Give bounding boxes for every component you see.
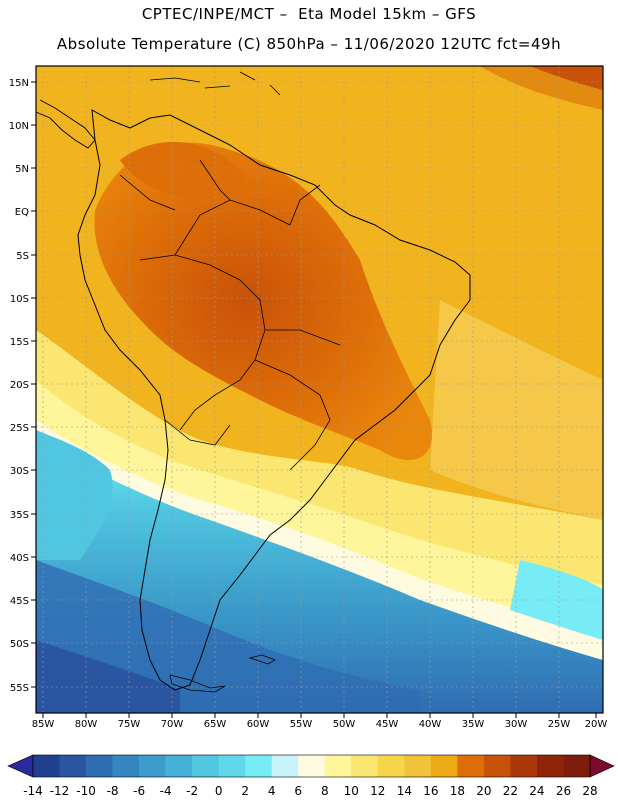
map-field bbox=[36, 66, 603, 713]
colorbar-swatch bbox=[86, 755, 113, 777]
coastline-tierra-del-fuego bbox=[169, 674, 226, 693]
colorbar-swatch bbox=[404, 755, 432, 777]
coastline-south-america bbox=[77, 109, 471, 691]
coastline-falklands bbox=[248, 654, 276, 665]
colorbar-label: 24 bbox=[529, 784, 544, 798]
lat-label: 30S bbox=[10, 466, 29, 477]
field-ne-hot bbox=[530, 66, 603, 90]
coastline-caribbean bbox=[149, 71, 281, 96]
colorbar-swatch bbox=[324, 755, 352, 777]
field-interior-hot bbox=[94, 142, 432, 460]
chart-title-line2: Absolute Temperature (C) 850hPa – 11/06/… bbox=[56, 35, 562, 53]
lat-label: 15N bbox=[9, 78, 29, 89]
colorbar-swatch bbox=[377, 755, 405, 777]
colorbar-low-arrow bbox=[7, 754, 34, 778]
field-atlantic-band bbox=[430, 300, 603, 520]
colorbar-label: 4 bbox=[268, 784, 276, 798]
colorbar-label: -10 bbox=[76, 784, 96, 798]
colorbar-label: 20 bbox=[476, 784, 491, 798]
lat-label: 55S bbox=[10, 683, 29, 694]
colorbar-swatch bbox=[430, 755, 458, 777]
colorbar-swatch bbox=[33, 755, 60, 777]
colorbar-label: 6 bbox=[294, 784, 302, 798]
lon-label: 75W bbox=[118, 719, 141, 730]
colorbar-label: 16 bbox=[423, 784, 438, 798]
lon-label: 60W bbox=[247, 719, 270, 730]
colorbar-swatch bbox=[245, 755, 273, 777]
lon-label: 40W bbox=[419, 719, 442, 730]
field-yellow-band bbox=[36, 330, 603, 600]
colorbar-swatch bbox=[351, 755, 379, 777]
chart-title-line1: CPTEC/INPE/MCT – Eta Model 15km – GFS bbox=[141, 5, 477, 23]
colorbar-swatch bbox=[298, 755, 326, 777]
lat-label: 40S bbox=[10, 553, 29, 564]
lon-label: 25W bbox=[548, 719, 571, 730]
lat-label: 5S bbox=[16, 251, 29, 262]
lat-label: 10S bbox=[10, 294, 29, 305]
field-coldest-sw bbox=[36, 640, 180, 713]
map-frame bbox=[35, 65, 604, 714]
lon-label: 50W bbox=[333, 719, 356, 730]
lat-label: 15S bbox=[10, 337, 29, 348]
field-lightyellow-band bbox=[36, 380, 603, 640]
colorbar-swatch bbox=[510, 755, 538, 777]
lat-label: 20S bbox=[10, 380, 29, 391]
colorbar-swatch bbox=[563, 755, 591, 777]
colorbar-label: -14 bbox=[23, 784, 43, 798]
colorbar: -14 -12 -10 -8 -6 -4 -2 0 2 4 6 8 10 12 14 16 18 20 22 24 26… bbox=[7, 754, 615, 798]
colorbar-label: 2 bbox=[241, 784, 249, 798]
lat-label: 25S bbox=[10, 423, 29, 434]
colorbar-swatch bbox=[483, 755, 511, 777]
lat-label: 50S bbox=[10, 639, 29, 650]
colorbar-label: 0 bbox=[215, 784, 223, 798]
colorbar-label: -12 bbox=[50, 784, 70, 798]
lon-label: 85W bbox=[32, 719, 55, 730]
colorbar-swatch bbox=[192, 755, 219, 777]
latitude-labels: 15N 10N 5N EQ 5S 10S 15S 20S 25S 30S 35S 40S 45S 50S 5… bbox=[9, 78, 36, 694]
colorbar-high-arrow bbox=[589, 754, 615, 778]
colorbar-swatch bbox=[457, 755, 485, 777]
lon-label: 35W bbox=[462, 719, 485, 730]
colorbar-label: 26 bbox=[556, 784, 571, 798]
field-pacific-cyan bbox=[36, 430, 113, 560]
lon-label: 70W bbox=[161, 719, 184, 730]
lon-label: 65W bbox=[204, 719, 227, 730]
colorbar-label: -2 bbox=[186, 784, 198, 798]
colorbar-label: 14 bbox=[397, 784, 412, 798]
lat-label: 10N bbox=[9, 121, 29, 132]
lat-label: EQ bbox=[15, 207, 29, 218]
colorbar-label: 22 bbox=[503, 784, 518, 798]
colorbar-swatch bbox=[165, 755, 193, 777]
lat-label: 5N bbox=[15, 164, 29, 175]
colorbar-label: 8 bbox=[321, 784, 329, 798]
lon-label: 80W bbox=[75, 719, 98, 730]
colorbar-label: -4 bbox=[160, 784, 172, 798]
colorbar-swatch bbox=[218, 755, 246, 777]
colorbar-swatch bbox=[271, 755, 299, 777]
colorbar-label: 18 bbox=[450, 784, 465, 798]
lon-label: 20W bbox=[585, 719, 608, 730]
colorbar-swatch bbox=[139, 755, 166, 777]
colorbar-swatch bbox=[536, 755, 564, 777]
colorbar-label: 28 bbox=[582, 784, 597, 798]
lon-label: 45W bbox=[376, 719, 399, 730]
colorbar-swatch bbox=[112, 755, 140, 777]
longitude-labels: 85W 80W 75W 70W 65W 60W 55W 50W 45W 40W 35W 30W 25W 2… bbox=[32, 713, 608, 730]
colorbar-label: 10 bbox=[344, 784, 359, 798]
colorbar-label: 12 bbox=[370, 784, 385, 798]
coastline-central-america bbox=[36, 99, 96, 149]
country-borders bbox=[119, 159, 341, 471]
lon-label: 55W bbox=[290, 719, 313, 730]
lat-label: 45S bbox=[10, 596, 29, 607]
colorbar-frame bbox=[32, 754, 591, 778]
colorbar-swatch bbox=[59, 755, 87, 777]
colorbar-label: -6 bbox=[133, 784, 145, 798]
lon-label: 30W bbox=[505, 719, 528, 730]
lat-label: 35S bbox=[10, 510, 29, 521]
colorbar-label: -8 bbox=[107, 784, 119, 798]
